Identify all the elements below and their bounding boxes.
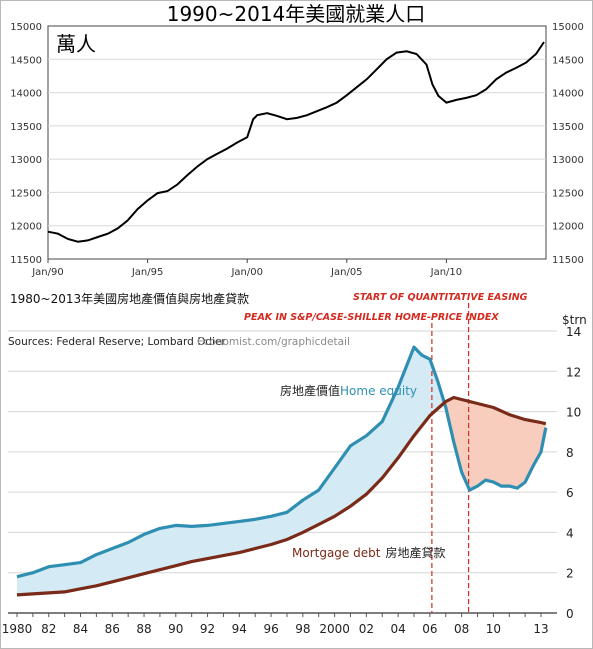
- chart1-y-tick-label-left: 14000: [10, 89, 42, 100]
- chart2-x-tick-label: 06: [422, 622, 437, 636]
- chart1: 11500 12000 12500 13000 13500 14000 14500 15000…: [10, 2, 584, 278]
- chart1-y-tick-label-right: 13500: [552, 122, 584, 133]
- chart2-x-tick-label: 82: [41, 622, 56, 636]
- chart1-y-tick-label-right: 12000: [552, 222, 584, 233]
- chart2-x-tick-label: 88: [136, 622, 151, 636]
- chart2-y-tick-label: 2: [566, 567, 574, 581]
- chart1-plot-area: [47, 25, 547, 260]
- chart2-x-tick-label: 04: [390, 622, 405, 636]
- chart2-x-tick-label: 1980: [2, 622, 33, 636]
- chart1-y-tick-label-right: 14000: [552, 89, 584, 100]
- chart2-x-tick-label: 90: [168, 622, 183, 636]
- chart2-x-ticks: 1980 82 84 86 88 90 92 94 96 98 2000 02 04 06 08 10 13: [2, 613, 549, 636]
- chart2-x-tick-label: 92: [200, 622, 215, 636]
- chart2-x-tick-label: 84: [73, 622, 88, 636]
- chart1-x-tick-label: Jan/95: [131, 267, 164, 278]
- chart1-series-line: [47, 41, 545, 243]
- chart2-y-tick-label: 8: [566, 446, 574, 460]
- chart1-unit-label: 萬人: [56, 32, 96, 56]
- chart2-legend-equity-cn: 房地產價值: [280, 383, 340, 398]
- chart2-x-tick-label: 13: [533, 622, 548, 636]
- chart2-credit: Economist.com/graphicdetail: [197, 336, 350, 348]
- chart1-y-tick-label-right: 14500: [552, 55, 584, 66]
- chart1-y-tick-label-left: 13500: [10, 122, 42, 133]
- chart2-annotation-qe: START OF QUANTITATIVE EASING: [353, 292, 528, 303]
- chart2-equity-fill: [17, 347, 445, 595]
- chart2-x-tick-label: 94: [232, 622, 247, 636]
- chart2-legend-debt-cn: 房地產貸款: [385, 545, 445, 560]
- chart2-ylabel: $trn: [562, 313, 587, 327]
- chart1-y-tick-label-right: 15000: [552, 22, 584, 33]
- chart2-legend-debt: Mortgage debt 房地產貸款: [292, 545, 445, 560]
- chart1-x-tick-label: Jan/00: [230, 267, 263, 278]
- chart2-x-tick-label: 2000: [319, 622, 350, 636]
- chart2-deficit-fill: [445, 397, 546, 491]
- chart1-x-ticks: Jan/90 Jan/95 Jan/00 Jan/05 Jan/10: [31, 259, 462, 278]
- chart2-home-equity-line: [16, 345, 548, 579]
- chart1-y-ticks-left: 11500 12000 12500 13000 13500 14000 14500 15000: [10, 22, 42, 266]
- chart2-legend-equity: 房地產價值Home equity: [280, 383, 417, 398]
- chart1-y-tick-label-left: 13000: [10, 155, 42, 166]
- chart1-x-tick-label: Jan/90: [31, 267, 64, 278]
- chart2-y-ticks: 0 2 4 6 8 10 12 14: [566, 325, 581, 621]
- chart1-x-tick-label: Jan/10: [430, 267, 463, 278]
- chart1-gridlines: [48, 58, 546, 227]
- chart1-y-ticks-right: 11500 12000 12500 13000 13500 14000 14500 15000: [552, 22, 584, 266]
- chart1-y-tick-label-left: 11500: [10, 255, 42, 266]
- chart2-y-tick-label: 10: [566, 406, 581, 420]
- chart2-y-tick-label: 0: [566, 607, 574, 621]
- chart2-source: Sources: Federal Reserve; Lombard Odier: [8, 336, 226, 348]
- chart2-x-tick-label: 96: [263, 622, 278, 636]
- chart2-annotation-peak: PEAK IN S&P/CASE-SHILLER HOME-PRICE INDE…: [244, 312, 499, 323]
- chart2-x-tick-label: 86: [105, 622, 120, 636]
- chart2-x-tick-label: 10: [486, 622, 501, 636]
- chart1-y-tick-label-left: 12000: [10, 222, 42, 233]
- chart1-y-tick-label-right: 12500: [552, 188, 584, 199]
- chart2-y-tick-label: 6: [566, 486, 574, 500]
- chart1-y-tick-label-left: 14500: [10, 55, 42, 66]
- chart1-y-tick-label-left: 12500: [10, 188, 42, 199]
- chart2-x-tick-label: 02: [359, 622, 374, 636]
- chart2-y-tick-label: 4: [566, 526, 574, 540]
- chart1-y-tick-label-left: 15000: [10, 22, 42, 33]
- chart2-title: 1980~2013年美國房地產價值與房地產貸款: [10, 291, 249, 306]
- chart1-y-tick-label-right: 13000: [552, 155, 584, 166]
- chart2-y-tick-label: 14: [566, 325, 581, 339]
- chart2-legend-equity-en: Home equity: [340, 384, 417, 398]
- chart1-title: 1990~2014年美國就業人口: [167, 2, 426, 26]
- chart2-mortgage-debt-line: [16, 395, 547, 597]
- chart2-x-tick-label: 08: [454, 622, 469, 636]
- chart2-legend-debt-en: Mortgage debt: [292, 546, 381, 560]
- chart1-y-tick-label-right: 11500: [552, 255, 584, 266]
- chart1-x-tick-label: Jan/05: [330, 267, 363, 278]
- chart2-x-tick-label: 98: [295, 622, 310, 636]
- chart2-y-tick-label: 12: [566, 365, 581, 379]
